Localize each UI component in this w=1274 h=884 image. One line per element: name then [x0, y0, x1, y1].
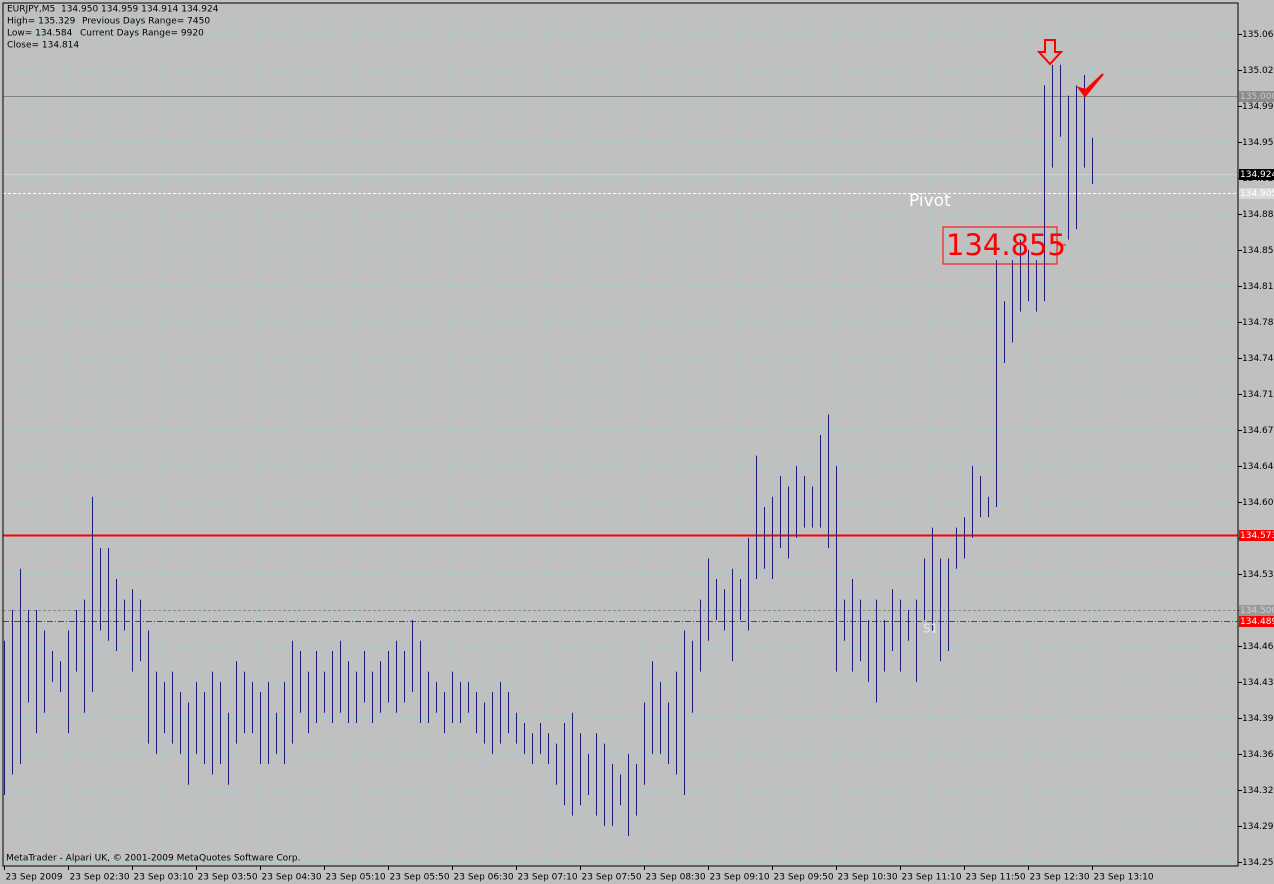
x-tick-label: 23 Sep 10:30 [838, 873, 898, 883]
y-tick-label: 134.290 [1242, 822, 1274, 832]
down-arrow [1036, 39, 1064, 66]
y-tick-label: 134.605 [1242, 498, 1274, 508]
level-label: 134.500 [1240, 606, 1274, 616]
x-tick-label: 23 Sep 03:10 [134, 873, 194, 883]
header-low: Low= 134.584 [7, 29, 73, 39]
plot-frame [2, 2, 1239, 867]
level-label-bg [1239, 188, 1274, 199]
level-label-bg [1239, 169, 1274, 180]
pivot-label: Pivot [909, 191, 951, 211]
check-mark [1076, 73, 1104, 98]
y-tick-label: 134.465 [1242, 642, 1274, 652]
x-tick-label: 23 Sep 11:50 [966, 873, 1026, 883]
x-tick-label: 23 Sep 11:10 [902, 873, 962, 883]
level-label-bg [1239, 616, 1274, 627]
x-tick-label: 23 Sep 13:10 [1094, 873, 1154, 883]
y-tick-label: 135.060 [1242, 30, 1274, 40]
x-tick-label: 23 Sep 04:30 [262, 873, 322, 883]
y-tick-label: 134.640 [1242, 462, 1274, 472]
x-tick-label: 23 Sep 09:50 [774, 873, 834, 883]
x-tick-label: 23 Sep 07:50 [582, 873, 642, 883]
x-tick-label: 23 Sep 09:10 [710, 873, 770, 883]
y-tick-label: 134.815 [1242, 282, 1274, 292]
y-tick-label: 134.990 [1242, 102, 1274, 112]
y-tick-label: 135.025 [1242, 66, 1274, 76]
y-tick-label: 134.395 [1242, 714, 1274, 724]
x-tick-label: 23 Sep 06:30 [454, 873, 514, 883]
y-tick-label: 134.885 [1242, 210, 1274, 220]
s1-label: S1 [923, 622, 938, 636]
footer: MetaTrader - Alpari UK, © 2001-2009 Meta… [6, 854, 300, 864]
level-label: 135.000 [1240, 92, 1274, 102]
header-close: Close= 134.814 [7, 41, 79, 51]
level-label: 134.905 [1240, 189, 1274, 199]
x-tick-label: 23 Sep 03:50 [198, 873, 258, 883]
level-label-bg [1239, 605, 1274, 616]
x-tick-label: 23 Sep 07:10 [518, 873, 578, 883]
bars-layer [4, 64, 1093, 837]
level-label-bg [1239, 91, 1274, 102]
x-tick-label: 23 Sep 05:10 [326, 873, 386, 883]
level-label: 134.924 [1240, 170, 1274, 180]
y-tick-label: 134.325 [1242, 786, 1274, 796]
x-tick-label: 23 Sep 2009 [6, 873, 63, 883]
y-tick-label: 134.710 [1242, 390, 1274, 400]
header-quote: EURJPY,M5 134.950 134.959 134.914 134.92… [7, 5, 219, 15]
y-tick-label: 134.780 [1242, 318, 1274, 328]
header-prev-range: Previous Days Range= 7450 [82, 17, 210, 27]
level-label: 134.489 [1240, 617, 1274, 627]
y-tick-label: 134.850 [1242, 246, 1274, 256]
x-tick-label: 23 Sep 12:30 [1030, 873, 1090, 883]
y-tick-label: 134.360 [1242, 750, 1274, 760]
y-tick-label: 134.430 [1242, 678, 1274, 688]
level-label-bg [1239, 530, 1274, 541]
y-tick-label: 134.745 [1242, 354, 1274, 364]
x-tick-label: 23 Sep 08:30 [646, 873, 706, 883]
header-cur-range: Current Days Range= 9920 [80, 29, 204, 39]
levels-layer [3, 96, 1238, 622]
level-label: 134.573 [1240, 531, 1274, 541]
y-tick-label: 134.955 [1242, 138, 1274, 148]
x-tick-label: 23 Sep 05:50 [390, 873, 450, 883]
axis-layer: 135.060135.025134.990134.955134.920134.8… [4, 30, 1274, 883]
y-tick-label: 134.535 [1242, 570, 1274, 580]
header-high: High= 135.329 [7, 17, 76, 27]
x-tick-label: 23 Sep 02:30 [70, 873, 130, 883]
y-tick-label: 134.675 [1242, 426, 1274, 436]
price-box-label: 134.855 [946, 228, 1066, 262]
y-tick-label: 134.255 [1242, 858, 1274, 868]
